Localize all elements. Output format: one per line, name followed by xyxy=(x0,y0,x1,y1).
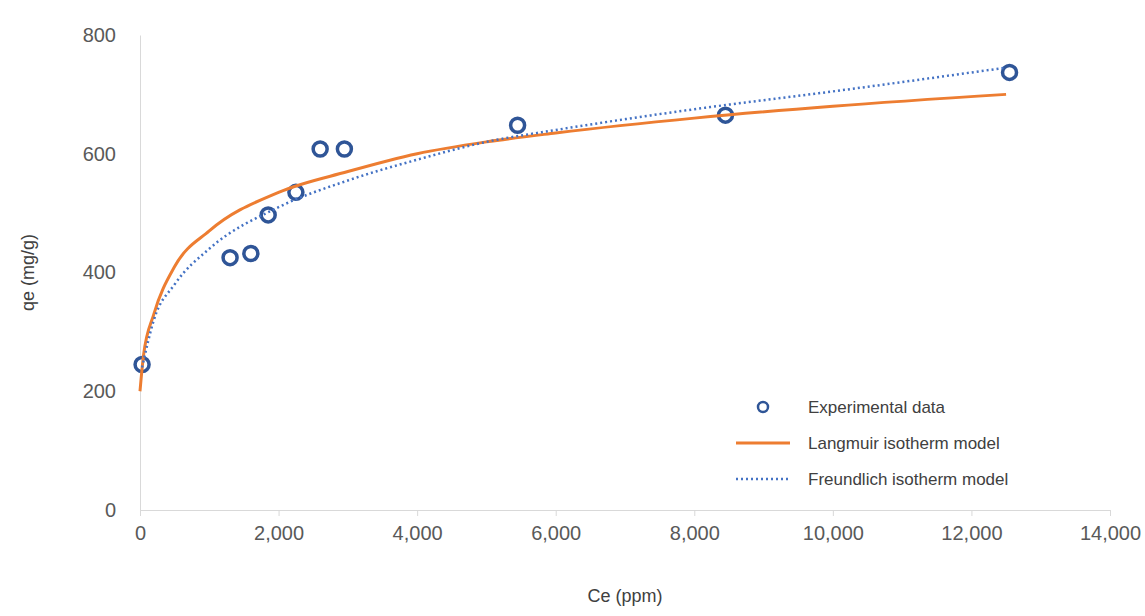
x-tick-mark xyxy=(279,510,280,516)
x-tick: 4,000 xyxy=(393,510,443,544)
x-tick: 10,000 xyxy=(803,510,864,544)
series-points xyxy=(135,65,1016,371)
data-point xyxy=(223,251,237,265)
x-axis: 0 2,000 4,000 6,000 8,000 10,000 12,000 14,000 xyxy=(135,510,1141,544)
y-tick-label: 0 xyxy=(105,499,116,521)
x-tick-label: 12,000 xyxy=(941,522,1002,544)
x-tick-label: 14,000 xyxy=(1080,522,1141,544)
legend-label: Freundlich isotherm model xyxy=(808,470,1008,489)
x-tick-mark xyxy=(694,510,695,516)
chart: 02,0004,0006,0008,00010,00012,00014,0000… xyxy=(0,0,1145,616)
x-tick: 12,000 xyxy=(941,510,1002,544)
y-tick: 200 xyxy=(83,380,140,402)
legend-symbol xyxy=(736,442,790,445)
x-tick-mark xyxy=(140,510,141,516)
data-point xyxy=(244,247,258,261)
x-tick-label: 10,000 xyxy=(803,522,864,544)
y-axis-line xyxy=(140,36,141,511)
data-point xyxy=(511,118,525,132)
y-axis: 0 200 400 600 800 xyxy=(83,24,141,521)
y-tick: 800 xyxy=(83,24,140,46)
legend-entry: Freundlich isotherm model xyxy=(736,470,1008,489)
x-tick: 14,000 xyxy=(1080,510,1141,544)
data-point xyxy=(337,142,351,156)
legend-symbol xyxy=(758,402,768,412)
x-tick-label: 6,000 xyxy=(531,522,581,544)
x-axis-line xyxy=(141,511,1111,517)
y-tick: 0 xyxy=(105,499,140,521)
x-tick: 0 xyxy=(135,510,146,544)
x-tick-mark xyxy=(417,510,418,516)
x-tick-mark xyxy=(556,510,557,516)
legend-symbol xyxy=(736,478,790,481)
legend-label: Experimental data xyxy=(808,398,946,417)
y-tick: 400 xyxy=(83,261,140,283)
marks xyxy=(135,65,1016,391)
plot: 02,0004,0006,0008,00010,00012,00014,0000… xyxy=(83,24,1141,544)
y-tick-label: 400 xyxy=(83,261,116,283)
data-point xyxy=(313,142,327,156)
x-tick-mark xyxy=(971,510,972,516)
x-tick-mark xyxy=(833,510,834,516)
y-axis-title: qe (mg/g) xyxy=(18,234,38,311)
x-tick-label: 4,000 xyxy=(393,522,443,544)
y-tick-label: 800 xyxy=(83,24,116,46)
series-line xyxy=(142,68,1006,368)
legend-entry: Langmuir isotherm model xyxy=(736,434,1000,453)
legend-entry: Experimental data xyxy=(758,398,946,417)
x-tick-label: 8,000 xyxy=(670,522,720,544)
x-tick-label: 2,000 xyxy=(254,522,304,544)
y-tick: 600 xyxy=(83,143,140,165)
y-tick-label: 200 xyxy=(83,380,116,402)
x-tick-mark xyxy=(1110,510,1111,516)
x-tick-label: 0 xyxy=(135,522,146,544)
legend-label: Langmuir isotherm model xyxy=(808,434,1000,453)
x-tick: 8,000 xyxy=(670,510,720,544)
y-tick-label: 600 xyxy=(83,143,116,165)
legend-background xyxy=(720,382,1100,504)
x-tick: 2,000 xyxy=(254,510,304,544)
series-line xyxy=(140,94,1006,391)
data-point xyxy=(1003,65,1017,79)
x-axis-title: Ce (ppm) xyxy=(587,586,662,606)
x-tick: 6,000 xyxy=(531,510,581,544)
legend: Experimental data Langmuir isotherm model… xyxy=(720,382,1100,504)
